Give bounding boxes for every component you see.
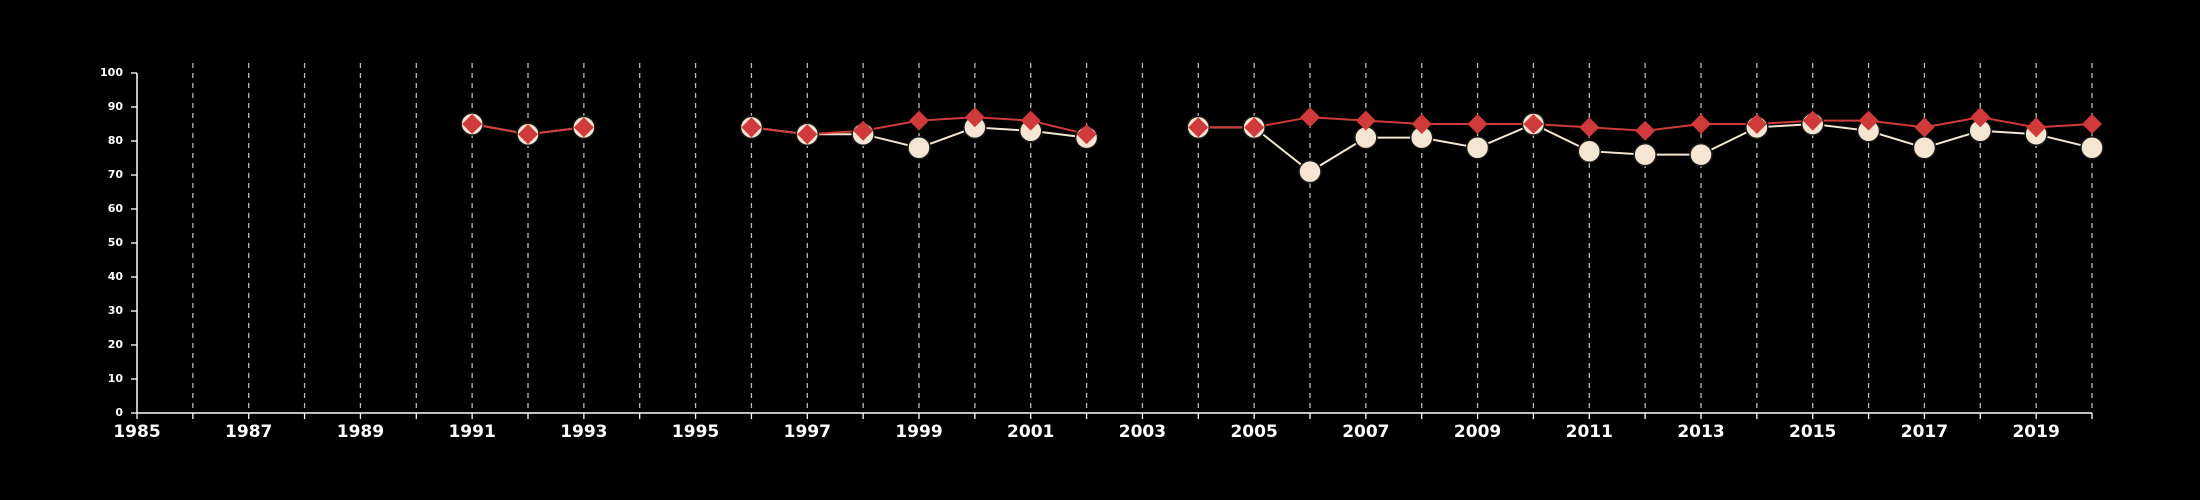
data-point — [1858, 110, 1879, 131]
data-point — [909, 110, 929, 131]
x-tick-label: 2013 — [1677, 422, 1724, 442]
y-tick-label: 100 — [100, 66, 123, 79]
data-point — [1914, 117, 1935, 138]
data-point — [1244, 117, 1265, 138]
data-point — [462, 114, 483, 134]
data-point — [1076, 124, 1097, 145]
data-point — [1300, 107, 1320, 128]
data-point — [2026, 117, 2047, 138]
data-point — [1970, 107, 1991, 128]
data-point — [1746, 114, 1767, 134]
x-axis-ticks: 1985 1987 1989 1991 1993 1995 1997 1999 2001 2003… — [113, 413, 2093, 442]
x-tick-label: 2019 — [2012, 422, 2059, 442]
data-point — [1355, 110, 1376, 131]
y-tick-label: 40 — [108, 270, 124, 283]
data-point — [2082, 114, 2102, 134]
data-point — [1912, 136, 1937, 160]
x-tick-label: 1999 — [895, 422, 942, 442]
data-point — [964, 107, 985, 128]
data-point — [573, 117, 594, 138]
data-point — [1020, 110, 1041, 131]
y-tick-label: 0 — [115, 406, 123, 419]
data-point — [907, 136, 931, 160]
x-tick-label: 1989 — [337, 422, 384, 442]
data-point — [1467, 114, 1488, 134]
x-tick-label: 2001 — [1007, 422, 1054, 442]
data-point — [1411, 114, 1432, 134]
x-tick-label: 1997 — [784, 422, 831, 442]
data-point — [853, 120, 874, 141]
x-tick-label: 2015 — [1789, 422, 1836, 442]
y-tick-label: 50 — [108, 236, 124, 249]
data-point — [1579, 117, 1600, 138]
x-tick-label: 1995 — [672, 422, 719, 442]
x-tick-label: 2003 — [1119, 422, 1166, 442]
data-point — [1577, 139, 1602, 163]
y-axis-ticks: 0 10 20 30 40 50 60 70 80 90 100 — [100, 66, 137, 419]
x-tick-label: 1993 — [560, 422, 607, 442]
data-point — [1691, 114, 1711, 134]
y-tick-label: 60 — [108, 202, 124, 215]
x-tick-label: 2005 — [1230, 422, 1277, 442]
data-point — [1523, 114, 1544, 134]
data-point — [1465, 136, 1490, 160]
x-tick-label: 1987 — [225, 422, 272, 442]
data-point — [1802, 110, 1823, 131]
data-point — [797, 124, 818, 145]
y-tick-label: 70 — [108, 168, 124, 181]
data-point — [1635, 120, 1656, 141]
y-tick-label: 80 — [108, 134, 124, 147]
x-tick-label: 2011 — [1566, 422, 1613, 442]
data-point — [2080, 136, 2104, 160]
x-tick-label: 2007 — [1342, 422, 1389, 442]
data-point — [1633, 142, 1657, 167]
x-tick-label: 1985 — [113, 422, 160, 442]
y-tick-label: 90 — [108, 100, 124, 113]
y-tick-label: 20 — [108, 338, 124, 351]
y-tick-label: 30 — [108, 304, 124, 317]
data-point — [1188, 117, 1209, 138]
data-point — [741, 117, 762, 138]
x-tick-label: 2017 — [1901, 422, 1948, 442]
y-tick-label: 10 — [108, 372, 124, 385]
series-1-markers — [462, 107, 2102, 145]
data-point — [1689, 142, 1713, 167]
grid-lines — [192, 63, 2093, 413]
x-tick-label: 2009 — [1454, 422, 1501, 442]
x-tick-label: 1991 — [448, 422, 495, 442]
data-point — [1298, 159, 1322, 184]
data-series — [460, 107, 2104, 184]
data-point — [518, 124, 538, 145]
